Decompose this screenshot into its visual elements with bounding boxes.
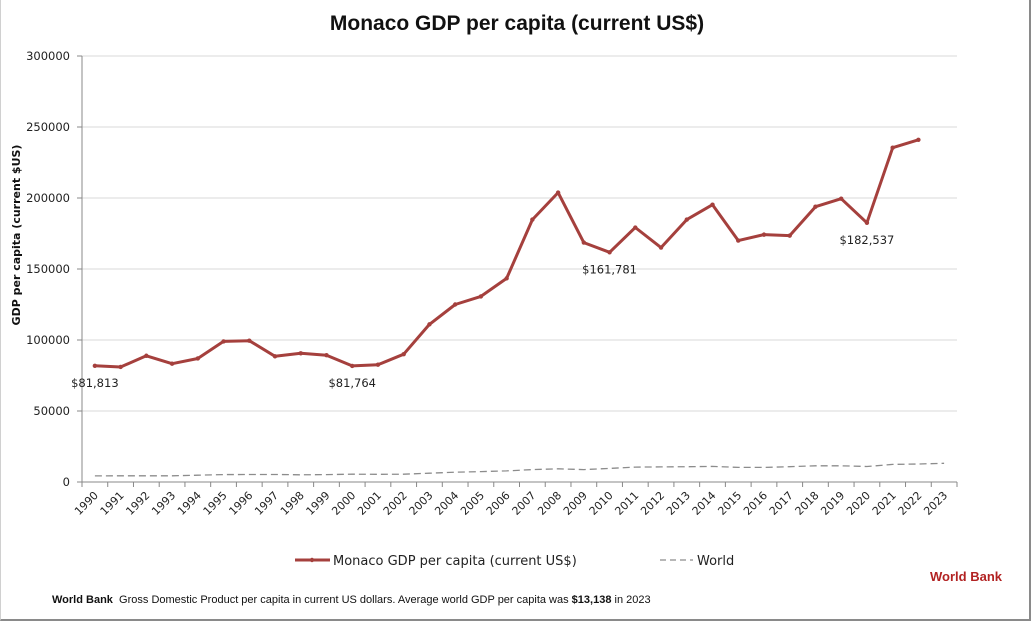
monaco-data-point bbox=[916, 137, 921, 142]
x-tick-label: 1998 bbox=[278, 489, 307, 518]
monaco-data-point bbox=[401, 352, 406, 357]
y-axis-label: GDP per capita (current $US) bbox=[10, 145, 23, 326]
monaco-data-point bbox=[247, 338, 252, 343]
x-tick-label: 1996 bbox=[226, 489, 255, 518]
monaco-data-point bbox=[221, 339, 226, 344]
monaco-data-point bbox=[838, 196, 844, 201]
legend-monaco-marker bbox=[309, 557, 315, 563]
y-tick-label: 50000 bbox=[33, 404, 70, 418]
data-label: $161,781 bbox=[582, 262, 637, 276]
series-group bbox=[92, 137, 945, 477]
x-tick-label: 2023 bbox=[921, 489, 950, 518]
x-tick-label: 2017 bbox=[767, 489, 796, 518]
y-tick-label: 300000 bbox=[26, 49, 70, 63]
x-tick-label: 2000 bbox=[329, 489, 358, 518]
gridlines bbox=[82, 55, 957, 412]
monaco-data-point bbox=[452, 302, 458, 307]
monaco-data-point bbox=[298, 351, 303, 356]
x-tick-label: 2014 bbox=[690, 489, 719, 518]
monaco-data-point bbox=[658, 245, 664, 250]
legend-world-label: World bbox=[697, 554, 734, 569]
x-tick-label: 1992 bbox=[123, 489, 152, 518]
x-tick-label: 2001 bbox=[355, 489, 384, 518]
x-tick-label: 1993 bbox=[149, 489, 178, 518]
monaco-data-point bbox=[272, 354, 278, 359]
monaco-data-point bbox=[478, 294, 484, 299]
x-tick-label: 2005 bbox=[458, 489, 487, 518]
x-tick-label: 2020 bbox=[844, 489, 873, 518]
monaco-data-point bbox=[607, 250, 612, 255]
data-labels: $81,813 $81,764 $161,781 $182,537 bbox=[71, 233, 894, 390]
monaco-data-point bbox=[92, 363, 98, 369]
monaco-data-point bbox=[530, 217, 535, 222]
x-tick-label: 2003 bbox=[407, 489, 436, 518]
chart-title: Monaco GDP per capita (current US$) bbox=[329, 12, 705, 35]
x-tick-label: 2002 bbox=[381, 489, 410, 518]
monaco-data-point bbox=[710, 202, 715, 207]
monaco-data-point bbox=[813, 204, 818, 209]
x-tick-label: 1995 bbox=[201, 489, 230, 518]
footnote-text: Gross Domestic Product per capita in cur… bbox=[119, 594, 572, 606]
monaco-data-point bbox=[144, 353, 149, 358]
footnote-suffix: in 2023 bbox=[611, 594, 651, 606]
y-tick-label: 250000 bbox=[26, 120, 70, 134]
monaco-data-point bbox=[324, 352, 329, 358]
y-axis-ticks: 0 50000 100000 150000 200000 250000 300000 bbox=[26, 49, 82, 489]
monaco-data-point bbox=[118, 364, 123, 370]
x-tick-label: 2006 bbox=[484, 489, 513, 518]
data-label: $81,813 bbox=[71, 376, 119, 390]
data-label: $182,537 bbox=[839, 233, 894, 247]
legend-monaco-label: Monaco GDP per capita (current US$) bbox=[333, 554, 577, 569]
x-tick-label: 2008 bbox=[535, 489, 564, 518]
y-tick-label: 150000 bbox=[26, 262, 70, 276]
monaco-data-point bbox=[761, 232, 767, 237]
x-tick-label: 2007 bbox=[509, 489, 538, 518]
x-tick-label: 2016 bbox=[741, 489, 770, 518]
monaco-series-line bbox=[94, 138, 919, 369]
footnote-source: World Bank bbox=[52, 594, 113, 606]
monaco-data-point bbox=[504, 276, 509, 281]
monaco-data-point bbox=[787, 233, 792, 238]
x-tick-label: 2022 bbox=[896, 489, 925, 518]
x-tick-label: 2010 bbox=[587, 489, 616, 518]
monaco-data-point bbox=[864, 220, 870, 225]
world-series-line bbox=[94, 462, 945, 477]
x-tick-label: 2013 bbox=[664, 489, 693, 518]
monaco-data-point bbox=[195, 356, 201, 361]
x-tick-label: 2009 bbox=[561, 489, 590, 518]
x-tick-label: 2019 bbox=[818, 489, 847, 518]
x-tick-label: 1994 bbox=[175, 489, 204, 518]
monaco-data-point bbox=[890, 145, 895, 150]
legend: Monaco GDP per capita (current US$) Worl… bbox=[295, 554, 734, 569]
footnote-highlight: $13,138 bbox=[571, 594, 612, 606]
y-tick-label: 100000 bbox=[26, 333, 70, 347]
x-tick-label: 2015 bbox=[715, 489, 744, 518]
x-tick-label: 1991 bbox=[98, 489, 127, 518]
data-label: $81,764 bbox=[328, 376, 376, 390]
y-tick-label: 0 bbox=[63, 475, 70, 489]
x-tick-label: 1999 bbox=[304, 489, 333, 518]
x-tick-label: 1997 bbox=[252, 489, 281, 518]
brand-label: World Bank bbox=[930, 569, 1002, 584]
x-tick-label: 2021 bbox=[870, 489, 899, 518]
monaco-data-point bbox=[375, 362, 381, 367]
x-tick-label: 2012 bbox=[638, 489, 667, 518]
x-axis-ticks: 1990199119921993199419951996199719981999… bbox=[72, 482, 958, 518]
monaco-data-point bbox=[581, 240, 587, 245]
monaco-data-point bbox=[633, 225, 638, 230]
y-tick-label: 200000 bbox=[26, 191, 70, 205]
monaco-data-point bbox=[555, 190, 561, 195]
monaco-data-point bbox=[736, 238, 741, 243]
monaco-data-point bbox=[684, 217, 689, 222]
x-tick-label: 2018 bbox=[793, 489, 822, 518]
x-tick-label: 1990 bbox=[72, 489, 101, 518]
x-tick-label: 2004 bbox=[432, 489, 461, 518]
footnote: World Bank Gross Domestic Product per ca… bbox=[52, 594, 651, 606]
monaco-data-point bbox=[350, 363, 355, 369]
monaco-data-point bbox=[427, 322, 432, 327]
x-tick-label: 2011 bbox=[612, 489, 641, 518]
monaco-data-point bbox=[169, 361, 175, 366]
